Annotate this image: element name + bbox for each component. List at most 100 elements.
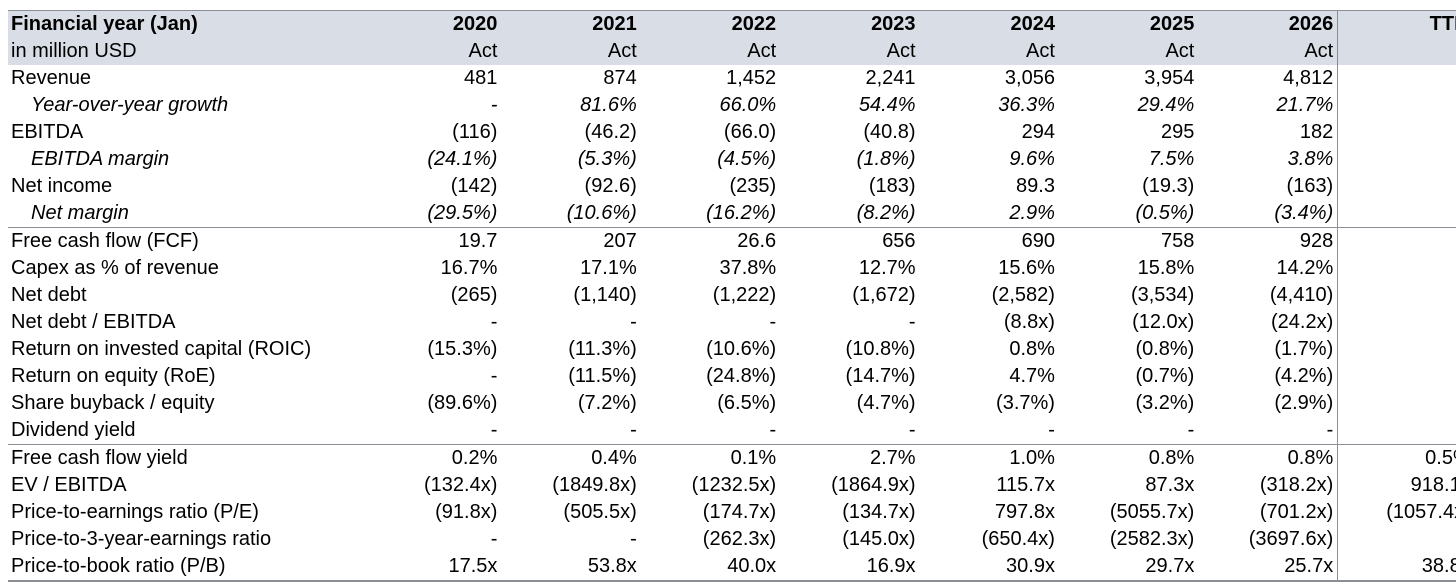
- ttm-cell: (1057.4x): [1337, 499, 1456, 526]
- value-cell: 81.6%: [580, 94, 637, 116]
- value-cell: 758: [1058, 227, 1199, 255]
- value-cell: (3.7%): [996, 392, 1055, 414]
- year-header: 2026: [1288, 13, 1334, 35]
- value-cell: -: [630, 311, 637, 333]
- table-row: Net income (142) (92.6) (235) (183) 89.3 (19.3…: [8, 173, 1456, 200]
- row-label: Price-to-3-year-earnings ratio: [11, 528, 272, 550]
- table-row: Price-to-book ratio (P/B) 17.5x 53.8x 40.0x…: [8, 553, 1456, 582]
- ttm-cell: -: [1337, 526, 1456, 553]
- value-cell: 0.8%: [1009, 338, 1055, 360]
- ttm-cell: -: [1337, 390, 1456, 417]
- value-cell: (10.6%): [706, 338, 777, 360]
- value-cell: 30.9x: [919, 553, 1059, 582]
- value-cell: 115.7x: [996, 474, 1055, 496]
- value-cell: (6.5%): [717, 392, 777, 414]
- value-cell: 3.8%: [1287, 148, 1334, 170]
- value-cell: (262.3x): [702, 528, 777, 550]
- basis-label: Act: [1026, 40, 1055, 62]
- value-cell: 3,056: [1004, 67, 1055, 89]
- value-cell: (89.6%): [427, 392, 498, 414]
- value-cell: (2.9%): [1274, 392, 1334, 414]
- value-cell: (11.3%): [568, 338, 637, 360]
- value-cell: 2,241: [865, 67, 916, 89]
- value-cell: (1,672): [852, 284, 916, 306]
- value-cell: (265): [450, 284, 498, 306]
- value-cell: (4.5%): [717, 148, 777, 170]
- value-cell: (4,410): [1269, 284, 1334, 306]
- value-cell: -: [769, 419, 777, 441]
- table-row: Net margin (29.5%) (10.6%) (16.2%) (8.2%) 2.9…: [8, 200, 1456, 228]
- table-row: EV / EBITDA (132.4x) (1849.8x) (1232.5x) (18…: [8, 472, 1456, 499]
- value-cell: 87.3x: [1145, 474, 1195, 496]
- value-cell: (132.4x): [424, 474, 498, 496]
- value-cell: (46.2): [584, 121, 637, 143]
- value-cell: 25.7x: [1198, 553, 1338, 582]
- value-cell: (11.5%): [568, 365, 637, 387]
- value-cell: 295: [1160, 121, 1195, 143]
- row-label: EBITDA margin: [31, 148, 170, 170]
- value-cell: 15.6%: [998, 257, 1055, 279]
- value-cell: 29.4%: [1137, 94, 1195, 116]
- value-cell: 15.8%: [1137, 257, 1195, 279]
- basis-label: Act: [1165, 40, 1195, 62]
- value-cell: (91.8x): [435, 501, 498, 523]
- year-header: 2023: [871, 13, 916, 35]
- value-cell: (116): [452, 121, 498, 143]
- value-cell: (24.2x): [1270, 311, 1334, 333]
- table-row: Year-over-year growth - 81.6% 66.0% 54.4% 36.…: [8, 92, 1456, 119]
- value-cell: -: [1326, 419, 1334, 441]
- table-row: Price-to-3-year-earnings ratio - - (262.3x)…: [8, 526, 1456, 553]
- value-cell: (145.0x): [842, 528, 916, 550]
- table-row: Capex as % of revenue 16.7% 17.1% 37.8% 12.7…: [8, 255, 1456, 282]
- value-cell: 14.2%: [1276, 257, 1334, 279]
- value-cell: -: [630, 419, 637, 441]
- table-row: EBITDA (116) (46.2) (66.0) (40.8) 294 295 182-: [8, 119, 1456, 146]
- value-cell: -: [490, 94, 498, 116]
- basis-label: Act: [886, 40, 916, 62]
- table-row: Dividend yield--------: [8, 417, 1456, 445]
- value-cell: 0.8%: [1198, 444, 1338, 472]
- value-cell: (1,140): [573, 284, 637, 306]
- value-cell: (0.8%): [1135, 338, 1195, 360]
- row-label: Net debt / EBITDA: [11, 311, 176, 333]
- value-cell: -: [490, 528, 498, 550]
- value-cell: (163): [1286, 175, 1334, 197]
- value-cell: 16.7%: [440, 257, 498, 279]
- ttm-cell: -: [1337, 65, 1456, 92]
- table-row: Price-to-earnings ratio (P/E) (91.8x) (505…: [8, 499, 1456, 526]
- value-cell: (0.7%): [1135, 365, 1195, 387]
- value-cell: 294: [1021, 121, 1055, 143]
- value-cell: (10.8%): [845, 338, 916, 360]
- value-cell: 0.2%: [362, 444, 502, 472]
- ttm-cell: -: [1337, 92, 1456, 119]
- value-cell: (15.3%): [427, 338, 498, 360]
- value-cell: 4,812: [1283, 67, 1334, 89]
- row-label: Price-to-earnings ratio (P/E): [11, 501, 259, 523]
- value-cell: 2.7%: [780, 444, 920, 472]
- table-row: Net debt (265) (1,140) (1,222) (1,672) (2,582…: [8, 282, 1456, 309]
- value-cell: -: [490, 365, 498, 387]
- value-cell: 797.8x: [994, 501, 1055, 523]
- year-header: 2021: [592, 13, 637, 35]
- table-body: Revenue4818741,4522,2413,0563,9544,812-Y…: [8, 65, 1456, 582]
- value-cell: (134.7x): [842, 501, 916, 523]
- value-cell: (3.2%): [1135, 392, 1195, 414]
- table-row: Free cash flow (FCF) 19.7 207 26.6 656 690 758…: [8, 227, 1456, 255]
- header-row-years: Financial year (Jan) 2020 2021 2022 2023…: [8, 10, 1456, 38]
- value-cell: -: [908, 419, 916, 441]
- ttm-basis: [1337, 38, 1456, 65]
- value-cell: 656: [780, 227, 920, 255]
- value-cell: (66.0): [723, 121, 777, 143]
- value-cell: (0.5%): [1135, 202, 1195, 224]
- value-cell: 7.5%: [1148, 148, 1195, 170]
- value-cell: 874: [603, 67, 637, 89]
- value-cell: 1.0%: [919, 444, 1059, 472]
- value-cell: (3,534): [1130, 284, 1195, 306]
- value-cell: 9.6%: [1009, 148, 1055, 170]
- value-cell: (19.3): [1142, 175, 1195, 197]
- value-cell: (29.5%): [427, 202, 498, 224]
- row-label: Net income: [11, 175, 113, 197]
- header-row-basis: in million USD Act Act Act Act Act Act A…: [8, 38, 1456, 65]
- value-cell: -: [630, 528, 637, 550]
- value-cell: 17.5x: [362, 553, 502, 582]
